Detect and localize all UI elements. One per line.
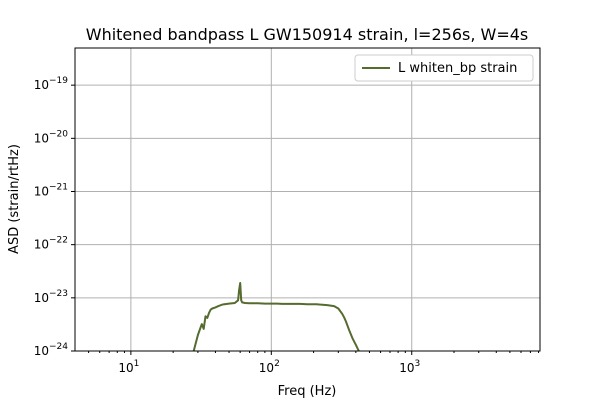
y-tick-label: 10−23: [34, 289, 68, 305]
series-line: [192, 282, 360, 352]
chart-title: Whitened bandpass L GW150914 strain, l=2…: [86, 25, 529, 44]
y-axis-label: ASD (strain/rtHz): [7, 144, 22, 254]
y-tick-label: 10−19: [34, 76, 69, 92]
legend-box: [354, 54, 534, 82]
plot-area: [75, 48, 540, 351]
legend: L whiten_bp strain: [354, 54, 534, 82]
x-axis-label: Freq (Hz): [278, 384, 337, 399]
series-layer: [192, 282, 360, 352]
y-tick-label: 10−21: [34, 182, 68, 198]
plot-frame: [74, 47, 541, 352]
y-tick-label: 10−20: [34, 129, 69, 145]
y-tick-label: 10−22: [34, 236, 68, 252]
x-tick-label: 102: [259, 359, 280, 375]
x-tick-label: 101: [118, 359, 139, 375]
ticks: 101 102 103 10−24 10−23 10−22 10−21 10−20 10−19: [34, 76, 540, 375]
legend-label: L whiten_bp strain: [398, 61, 517, 76]
x-tick-label: 103: [399, 359, 420, 375]
y-tick-label: 10−24: [34, 342, 69, 358]
